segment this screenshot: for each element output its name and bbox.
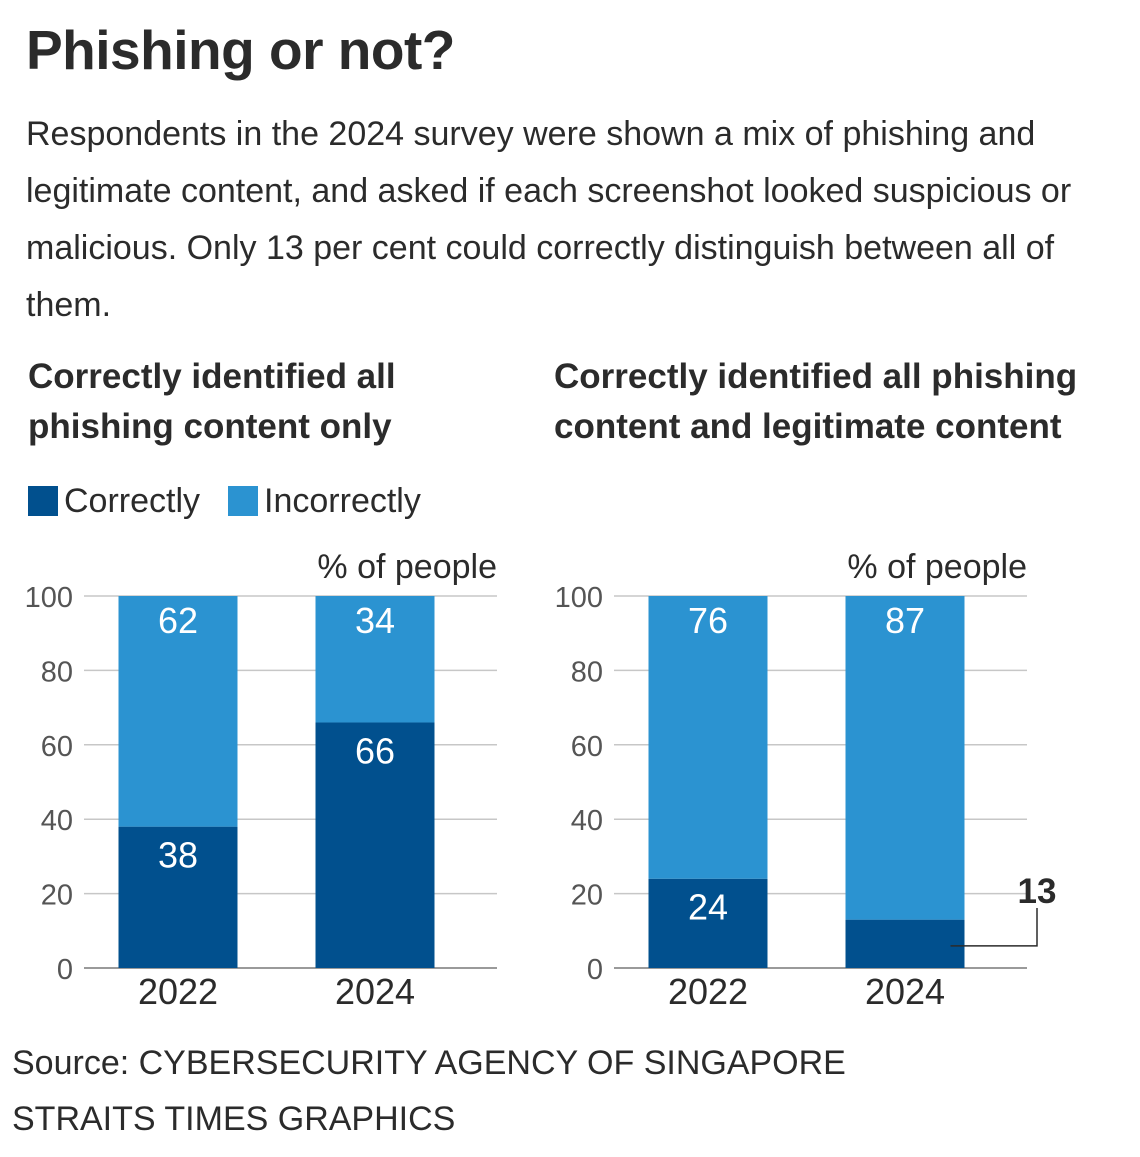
legend-item-correctly: Correctly [28,482,200,521]
left-chart-title: Correctly identified all phishing conten… [28,357,396,446]
data-label: 76 [688,600,728,641]
legend-swatch-incorrectly [228,486,259,516]
x-tick-label: 2022 [138,971,218,1012]
legend-swatch-correctly [28,486,58,516]
x-tick-label: 2024 [335,971,415,1012]
legend-item-incorrectly: Incorrectly [228,482,421,521]
callout-leader-line [950,908,1038,947]
y-tick-label: 100 [25,582,73,614]
legend: Correctly Incorrectly [28,478,449,524]
y-tick-label: 20 [571,880,603,912]
y-tick-label: 20 [41,880,73,912]
data-label: 38 [158,835,198,876]
y-tick-label: 100 [555,582,603,614]
y-tick-label: 80 [41,656,73,688]
right-chart-title: Correctly identified all phishing conten… [554,357,1078,446]
x-tick-label: 2022 [668,971,748,1012]
y-axis-unit-label: % of people [847,548,1027,586]
y-tick-label: 40 [41,805,73,837]
y-tick-label: 0 [57,954,73,986]
graphics-credit: STRAITS TIMES GRAPHICS [12,1100,456,1138]
bar-segment-incorrectly-2024 [845,596,965,920]
legend-label-incorrectly: Incorrectly [264,481,421,520]
y-axis-unit-label: % of people [317,548,497,586]
data-label: 62 [158,600,198,641]
right-stacked-bar-chart: 0 20 40 60 80 100 % of people 24 76 2022 13 87 2024 [555,548,1057,1012]
y-tick-label: 60 [571,731,603,763]
callout-label: 13 [1018,872,1057,911]
bar-segment-correctly-2022 [118,826,238,968]
bar-segment-incorrectly-2022 [648,596,768,879]
data-label: 66 [355,730,395,771]
data-label: 34 [355,600,395,641]
x-tick-label: 2024 [865,971,945,1012]
bar-segment-incorrectly-2022 [118,596,238,827]
y-tick-label: 80 [571,656,603,688]
bar-segment-correctly-2024 [845,919,965,968]
y-tick-label: 0 [587,954,603,986]
bar-segment-correctly-2022 [648,878,768,968]
intro-text: Respondents in the 2024 survey were show… [26,115,1072,324]
page-title: Phishing or not? [26,19,455,81]
left-stacked-bar-chart: 0 20 40 60 80 100 % of people 38 62 2022 66 34 2024 [25,548,497,1012]
y-tick-label: 60 [41,731,73,763]
bar-segment-correctly-2024 [315,722,435,968]
data-label: 87 [885,600,925,641]
source-note: Source: CYBERSECURITY AGENCY OF SINGAPOR… [12,1044,846,1082]
data-label: 24 [688,887,728,928]
legend-label-correctly: Correctly [64,481,201,520]
bar-segment-incorrectly-2024 [315,596,435,723]
y-tick-label: 40 [571,805,603,837]
